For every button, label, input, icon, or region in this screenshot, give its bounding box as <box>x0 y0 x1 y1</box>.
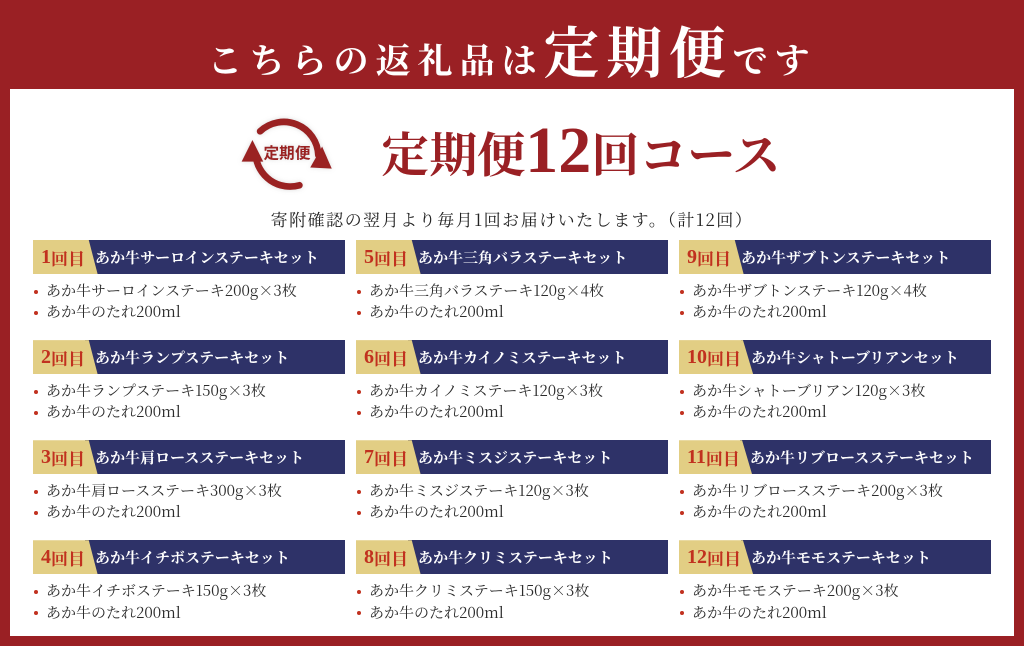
svg-text:定期便: 定期便 <box>264 140 311 163</box>
